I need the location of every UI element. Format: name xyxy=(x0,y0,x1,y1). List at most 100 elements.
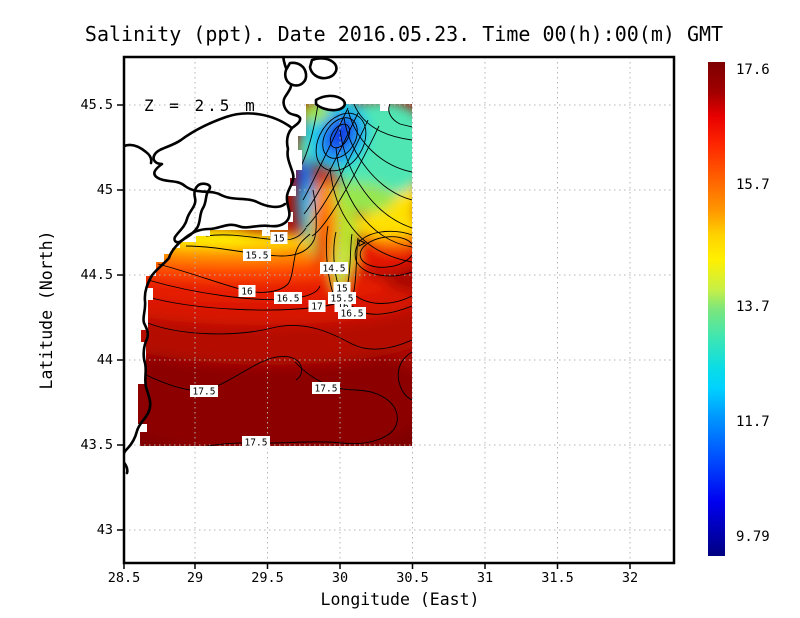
colorbar-tick-label: 13.7 xyxy=(736,299,770,315)
contour-label-box xyxy=(328,292,356,304)
contour-line xyxy=(185,189,317,257)
contour-line xyxy=(339,129,412,229)
contour-label-text: 15.5 xyxy=(246,251,269,262)
x-tick-label: 31 xyxy=(477,570,493,586)
figure-title: Salinity (ppt). Date 2016.05.23. Time 00… xyxy=(85,22,723,46)
contour-lines xyxy=(139,104,412,446)
contour-line xyxy=(335,147,412,248)
contour-label-text: 16.5 xyxy=(277,294,300,305)
contour-label-box xyxy=(338,307,366,319)
contour-label-text: 17.5 xyxy=(315,384,338,395)
contour-label-text: 15 xyxy=(336,284,347,295)
contour-line xyxy=(353,104,412,141)
contour-line xyxy=(303,112,359,215)
contour-line xyxy=(355,295,412,304)
contour-label-text: 15.5 xyxy=(331,294,354,305)
contour-labels: 15 15.5 16 16.5 17 14.5 15 16 xyxy=(190,232,366,449)
x-axis-title: Longitude (East) xyxy=(321,590,480,609)
y-tick-label: 43 xyxy=(97,522,113,538)
plot-border xyxy=(122,55,676,565)
colorbar: 17.6 15.7 13.7 11.7 9.79 xyxy=(708,62,770,556)
contour-line xyxy=(347,109,412,173)
y-ticks xyxy=(117,104,124,531)
contour-label-text: 16.5 xyxy=(341,309,364,320)
contour-label-text: 14.5 xyxy=(323,264,346,275)
x-ticks xyxy=(123,563,631,569)
contour-label: 15 xyxy=(270,232,288,245)
colorbar-gradient xyxy=(708,62,725,556)
contour-label: 16.5 xyxy=(274,292,302,305)
missing-cell xyxy=(380,104,389,111)
contour-line xyxy=(311,125,380,237)
contour-label: 17.5 xyxy=(312,382,340,395)
contour-line xyxy=(157,233,311,293)
colorbar-tick-label: 11.7 xyxy=(736,414,770,430)
contour-line xyxy=(388,104,412,128)
y-tick-label: 45 xyxy=(97,182,113,198)
contour-label-text: 17.5 xyxy=(193,387,216,398)
contour-label: 17.5 xyxy=(242,436,270,449)
y-axis: 45.5 45 44.5 44 43.5 43 Latitude (North) xyxy=(37,97,124,538)
contour-label: 16.5 xyxy=(338,307,366,320)
y-tick-label: 44.5 xyxy=(80,267,113,283)
y-axis-title: Latitude (North) xyxy=(37,231,56,390)
contour-line xyxy=(359,236,412,268)
x-tick-label: 28.5 xyxy=(108,570,141,586)
contour-label: 14.5 xyxy=(320,262,348,275)
x-tick-label: 31.5 xyxy=(541,570,574,586)
contour-label-text: 17.5 xyxy=(245,438,268,449)
contour-label: 15.5 xyxy=(328,292,356,305)
contour-line xyxy=(397,351,412,401)
x-tick-label: 30 xyxy=(332,570,348,586)
contour-label: 17 xyxy=(308,300,326,313)
contour-label-box xyxy=(308,300,326,312)
contour-marker xyxy=(358,239,367,247)
contour-label-box xyxy=(270,232,288,244)
coastline-path xyxy=(124,143,153,165)
colorbar-tick-label: 17.6 xyxy=(736,62,770,78)
contour-label-box xyxy=(320,262,348,274)
x-tick-label: 29 xyxy=(187,570,203,586)
lagoon-outline xyxy=(173,182,212,244)
y-tick-label: 44 xyxy=(97,352,113,368)
x-tick-label: 29.5 xyxy=(251,570,284,586)
contour-line xyxy=(329,167,412,263)
contour-label-text: 15 xyxy=(273,234,284,245)
contour-label-box xyxy=(190,385,218,397)
island xyxy=(283,61,308,87)
x-tick-label: 32 xyxy=(622,570,638,586)
field-patch xyxy=(138,338,412,446)
colorbar-tick-label: 15.7 xyxy=(736,177,770,193)
contour-line xyxy=(343,117,412,201)
contour-line xyxy=(354,230,412,277)
contour-line xyxy=(315,112,367,172)
contour-line xyxy=(305,119,369,228)
coastline xyxy=(124,57,347,475)
y-tick-label: 45.5 xyxy=(80,97,113,113)
island xyxy=(314,94,347,112)
contour-label-box xyxy=(243,249,271,261)
contour-label: 15 xyxy=(333,282,351,295)
contour-line xyxy=(300,104,319,167)
contour-line xyxy=(139,319,412,350)
contour-line xyxy=(302,107,349,201)
x-tick-label: 30.5 xyxy=(396,570,429,586)
contour-label: 15.5 xyxy=(243,249,271,262)
contour-label-text: 17 xyxy=(311,302,322,313)
contour-label-box xyxy=(312,382,340,394)
depth-annotation: Z = 2.5 m xyxy=(144,96,258,115)
contour-label-box xyxy=(274,292,302,304)
contour-label: 17.5 xyxy=(190,385,218,398)
contour-label-box xyxy=(242,436,270,448)
y-tick-label: 43.5 xyxy=(80,437,113,453)
colorbar-tick-label: 9.79 xyxy=(736,529,770,545)
contour-label-box xyxy=(333,282,351,294)
contour-label-box xyxy=(238,285,256,297)
x-axis: 28.5 29 29.5 30 30.5 31 31.5 32 Longitud… xyxy=(108,563,638,609)
contour-label-text: 16 xyxy=(241,287,253,298)
contour-line xyxy=(329,123,351,149)
lagoon-outline xyxy=(152,112,294,209)
island xyxy=(308,57,338,80)
